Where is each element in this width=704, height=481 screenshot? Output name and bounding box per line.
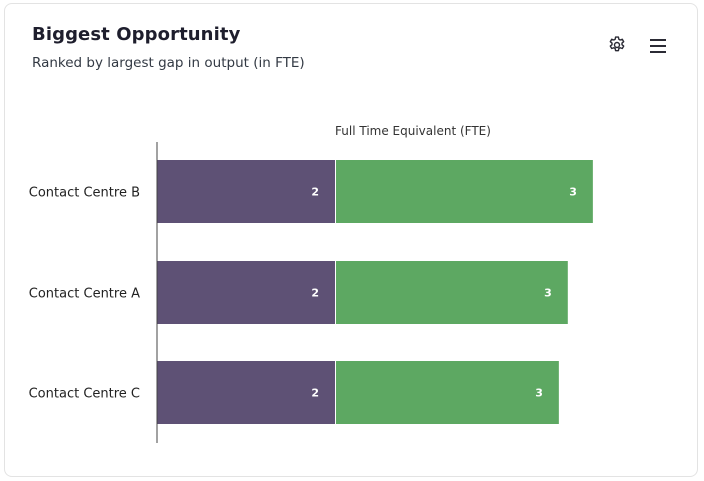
bar-data-label: 2: [311, 387, 319, 400]
bar-segment[interactable]: [157, 261, 335, 324]
bar-segment[interactable]: [157, 361, 335, 424]
bar-data-label: 3: [544, 287, 552, 300]
bar-data-label: 2: [311, 287, 319, 300]
bar-segment[interactable]: [336, 361, 559, 424]
bar-data-label: 2: [311, 186, 319, 199]
x-axis-title: Full Time Equivalent (FTE): [335, 124, 491, 138]
gear-icon[interactable]: [606, 34, 628, 56]
chart-title: Biggest Opportunity: [32, 24, 241, 45]
hamburger-menu-icon[interactable]: [647, 35, 669, 57]
bar-segment[interactable]: [157, 160, 335, 223]
bar-segment[interactable]: [336, 160, 593, 223]
bar-data-label: 3: [535, 387, 543, 400]
category-label: Contact Centre C: [29, 387, 140, 402]
category-label: Contact Centre B: [29, 186, 140, 201]
chart-subtitle: Ranked by largest gap in output (in FTE): [32, 55, 305, 71]
bar-data-label: 3: [569, 186, 577, 199]
bar-segment[interactable]: [336, 261, 568, 324]
category-label: Contact Centre A: [29, 287, 140, 302]
